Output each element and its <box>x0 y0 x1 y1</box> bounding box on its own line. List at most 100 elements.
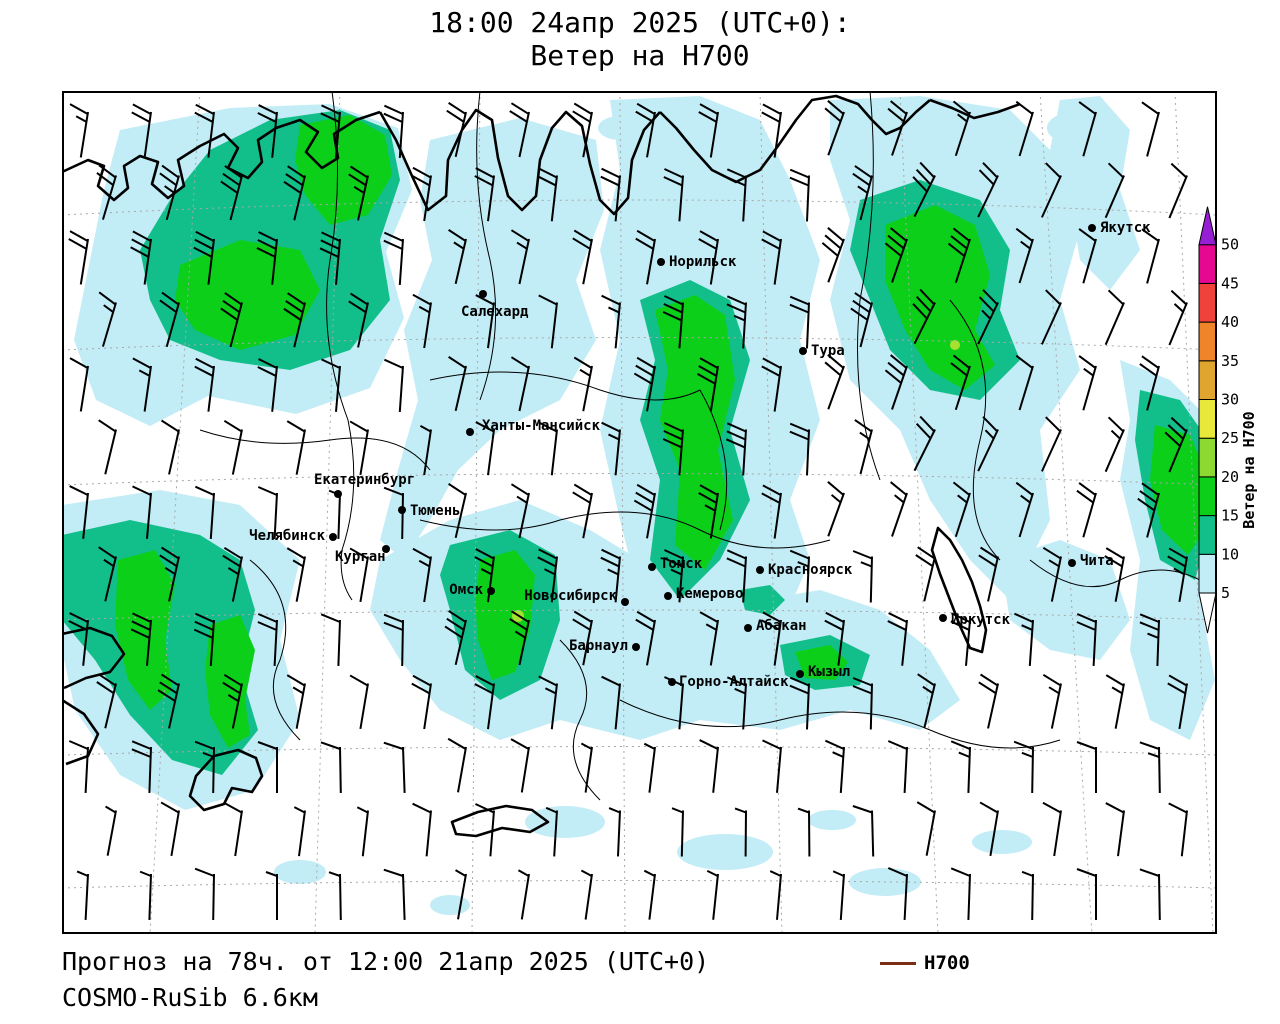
wind-barb <box>130 612 152 666</box>
colorbar-tick-label: 5 <box>1221 584 1230 602</box>
colorbar-segment <box>1198 553 1217 594</box>
city-label: Барнаул <box>569 638 628 654</box>
wind-barb <box>725 422 747 476</box>
wind-barb <box>1105 674 1125 729</box>
graticule-line <box>149 90 201 935</box>
wind-barb <box>474 167 495 222</box>
wind-barb <box>852 805 875 857</box>
region-border <box>699 389 728 531</box>
wind-barb <box>319 231 341 285</box>
wind-barb <box>1164 416 1188 473</box>
wind-barb <box>1139 868 1161 921</box>
city-marker: Якутск <box>1088 220 1151 236</box>
wind-barb <box>789 676 810 730</box>
wind-barb <box>1167 674 1188 730</box>
coastline <box>61 698 100 766</box>
colorbar-tick-label: 10 <box>1221 545 1239 563</box>
city-label: Абакан <box>756 618 807 634</box>
wind-barb <box>698 484 719 539</box>
wind-barb <box>510 738 530 793</box>
city-marker: Красноярск <box>756 562 853 578</box>
wind-barb <box>130 230 152 285</box>
wind-barb <box>852 550 873 603</box>
city-marker: Тюмень <box>398 503 461 519</box>
wind-barb <box>448 229 467 285</box>
wind-barb <box>447 737 467 793</box>
wind-barb <box>635 610 656 666</box>
wind-speed-region <box>274 860 326 884</box>
wind-barb <box>1137 482 1160 538</box>
wind-barb <box>572 610 593 666</box>
wind-barb <box>412 802 432 857</box>
city-marker: Томск <box>648 556 703 572</box>
wind-barb <box>978 673 999 729</box>
wind-barb <box>977 416 999 472</box>
city-label: Омск <box>449 582 483 598</box>
wind-barb <box>761 484 782 539</box>
wind-barb <box>257 486 278 539</box>
city-marker: Ханты-Мансийск <box>466 418 601 436</box>
wind-barb <box>257 741 278 793</box>
region-border <box>429 371 701 401</box>
wind-barb <box>328 871 342 921</box>
region-border <box>419 511 831 549</box>
wind-barb <box>419 425 432 476</box>
wind-barb <box>1041 289 1062 345</box>
wind-barb <box>320 613 341 667</box>
colorbar-below-arrow <box>1198 592 1217 634</box>
city-label: Горно-Алтайск <box>679 674 789 690</box>
lake-outline <box>188 748 264 812</box>
wind-barb <box>69 103 89 158</box>
wind-barb <box>475 294 495 349</box>
wind-barb <box>662 295 684 349</box>
wind-barb <box>887 867 908 920</box>
city-label: Курган <box>335 549 386 565</box>
wind-barb <box>474 675 495 730</box>
region-border <box>199 429 431 471</box>
wind-barb <box>824 739 845 793</box>
wind-barb <box>194 103 215 158</box>
city-label: Норильск <box>669 254 737 270</box>
region-border <box>249 559 301 741</box>
model-name-line: COSMO-RuSib 6.6км <box>62 983 318 1012</box>
wind-barb <box>320 741 342 794</box>
wind-barb <box>1015 100 1034 157</box>
colorbar-segment <box>1198 399 1217 439</box>
wind-barb <box>455 869 467 920</box>
wind-barb <box>1013 740 1034 794</box>
region-border <box>559 639 601 801</box>
colorbar-tick-label: 15 <box>1221 507 1239 525</box>
coastline <box>929 98 1021 120</box>
city-label: Томск <box>660 556 703 572</box>
wind-barb <box>601 421 621 476</box>
wind-barb <box>383 486 404 540</box>
wind-speed-region <box>205 615 255 748</box>
wind-barb <box>96 164 117 220</box>
wind-barb <box>887 100 908 156</box>
wind-barb <box>537 167 558 222</box>
wind-barb <box>286 420 306 475</box>
wind-barb <box>789 549 810 603</box>
wind-barb <box>194 740 215 794</box>
wind-barb <box>1141 228 1160 284</box>
wind-barb <box>349 420 369 476</box>
wind-barb <box>633 483 656 539</box>
wind-barb <box>887 740 908 793</box>
wind-barb <box>257 613 278 666</box>
wind-barb <box>1041 162 1062 218</box>
wind-barb <box>446 102 467 158</box>
wind-speed-region <box>295 115 392 225</box>
wind-barb <box>572 229 593 285</box>
wind-barb <box>1139 741 1161 794</box>
city-label: Ханты-Мансийск <box>482 418 601 434</box>
wind-barb <box>510 229 530 285</box>
wind-barb <box>1104 289 1125 346</box>
wind-barb <box>952 481 971 538</box>
wind-barb <box>887 612 908 666</box>
wind-barb <box>321 358 341 412</box>
wind-barb <box>572 483 593 539</box>
wind-barb <box>699 611 719 666</box>
wind-barb <box>160 419 180 475</box>
colorbar-tick-label: 45 <box>1221 274 1239 292</box>
wind-barb <box>769 870 782 920</box>
